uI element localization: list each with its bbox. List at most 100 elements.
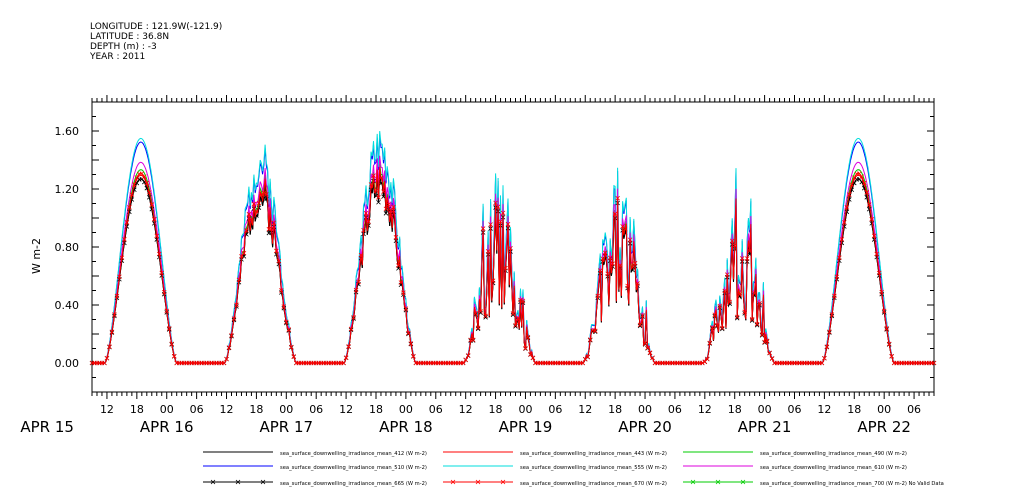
series-marker (386, 202, 391, 207)
series-line (92, 172, 934, 364)
series-marker (759, 333, 765, 338)
series-marker (102, 360, 107, 366)
y-tick-labels: 0.00 0.40 0.80 1.20 1.60 (55, 125, 80, 370)
series-marker (744, 256, 750, 261)
x-hour-label: 06 (787, 403, 801, 416)
series-marker (475, 325, 481, 331)
series-marker (871, 233, 877, 239)
legend-label: sea_surface_downwelling_irradiance_mean_… (760, 451, 907, 457)
x-hour-label: 06 (309, 403, 323, 416)
series-marker (864, 190, 870, 195)
series-marker (276, 258, 282, 264)
series-marker (505, 221, 511, 227)
series-marker (837, 255, 842, 260)
series-marker (498, 219, 503, 224)
series-marker (834, 274, 840, 280)
series-marker (627, 237, 633, 243)
series-marker (513, 322, 518, 328)
series-marker (401, 290, 406, 295)
series-marker (587, 337, 593, 342)
series-marker (592, 329, 598, 335)
series-marker (244, 228, 249, 233)
x-day-label: APR 20 (618, 418, 672, 436)
series-marker (635, 281, 640, 286)
series-line (92, 172, 934, 364)
series-marker (378, 175, 384, 181)
series-marker (637, 323, 643, 329)
x-hour-label: 06 (429, 403, 443, 416)
series-marker (166, 326, 172, 331)
x-hour-label: 12 (339, 403, 353, 416)
legend-marker (210, 479, 216, 485)
x-hour-label: 00 (877, 403, 891, 416)
series-marker (630, 264, 635, 270)
series-line (92, 169, 934, 364)
series-marker (610, 261, 615, 266)
series-marker (134, 175, 140, 180)
series-marker (749, 317, 755, 322)
series-marker (525, 334, 531, 340)
series-marker (889, 353, 894, 359)
y-tick-label: 1.60 (55, 125, 80, 138)
x-hour-label: 18 (249, 403, 263, 416)
series-marker (752, 291, 757, 296)
series-marker (622, 226, 628, 232)
x-hour-label: 12 (100, 403, 114, 416)
legend-marker (235, 479, 241, 485)
series-marker (700, 360, 705, 366)
series-marker (124, 224, 130, 229)
y-tick-label: 0.00 (55, 357, 80, 370)
year-label: YEAR : 2011 (90, 52, 146, 62)
x-day-label: APR 21 (738, 418, 792, 436)
series-marker (104, 355, 110, 361)
series-marker (151, 216, 157, 222)
series-marker (852, 175, 857, 180)
series-marker (839, 237, 845, 242)
legend-label: sea_surface_downwelling_irradiance_mean_… (760, 481, 944, 487)
x-hour-label: 18 (847, 403, 861, 416)
x-hour-label: 18 (369, 403, 383, 416)
series-marker (114, 293, 120, 299)
series-marker (289, 344, 294, 350)
series-marker (291, 354, 297, 359)
series-marker (710, 325, 715, 330)
series-marker (393, 234, 399, 240)
series-marker (500, 210, 506, 216)
x-day-label: APR 18 (379, 418, 433, 436)
series-marker (874, 251, 879, 257)
series-marker (226, 345, 232, 350)
series-marker (478, 309, 483, 314)
series-marker (343, 355, 349, 360)
series-marker (411, 353, 416, 359)
series-marker (161, 289, 167, 295)
series-marker (381, 189, 386, 194)
x-hour-label: 00 (638, 403, 652, 416)
x-hour-label: 06 (190, 403, 204, 416)
series-marker (849, 182, 855, 187)
series-marker (229, 333, 234, 338)
series-marker (739, 256, 745, 261)
series-marker (595, 293, 600, 299)
series-marker (734, 314, 740, 320)
series-marker (391, 204, 396, 210)
series-marker (346, 344, 351, 349)
series-marker (632, 260, 638, 266)
series-marker (518, 297, 523, 303)
series-marker (859, 174, 865, 179)
series-marker (376, 195, 381, 200)
series-marker (705, 356, 710, 362)
series-marker (373, 188, 379, 194)
series-marker (515, 316, 521, 321)
series-marker (381, 194, 386, 199)
series-line (92, 163, 934, 364)
series-marker (734, 315, 740, 321)
series-marker (463, 357, 468, 363)
legend-label: sea_surface_downwelling_irradiance_mean_… (520, 451, 667, 457)
series-marker (127, 205, 132, 210)
series-marker (719, 325, 725, 331)
series-marker (279, 288, 284, 293)
series-marker (383, 206, 389, 212)
series-marker (169, 341, 174, 347)
series-marker (747, 248, 752, 254)
x-hour-label: 18 (728, 403, 742, 416)
